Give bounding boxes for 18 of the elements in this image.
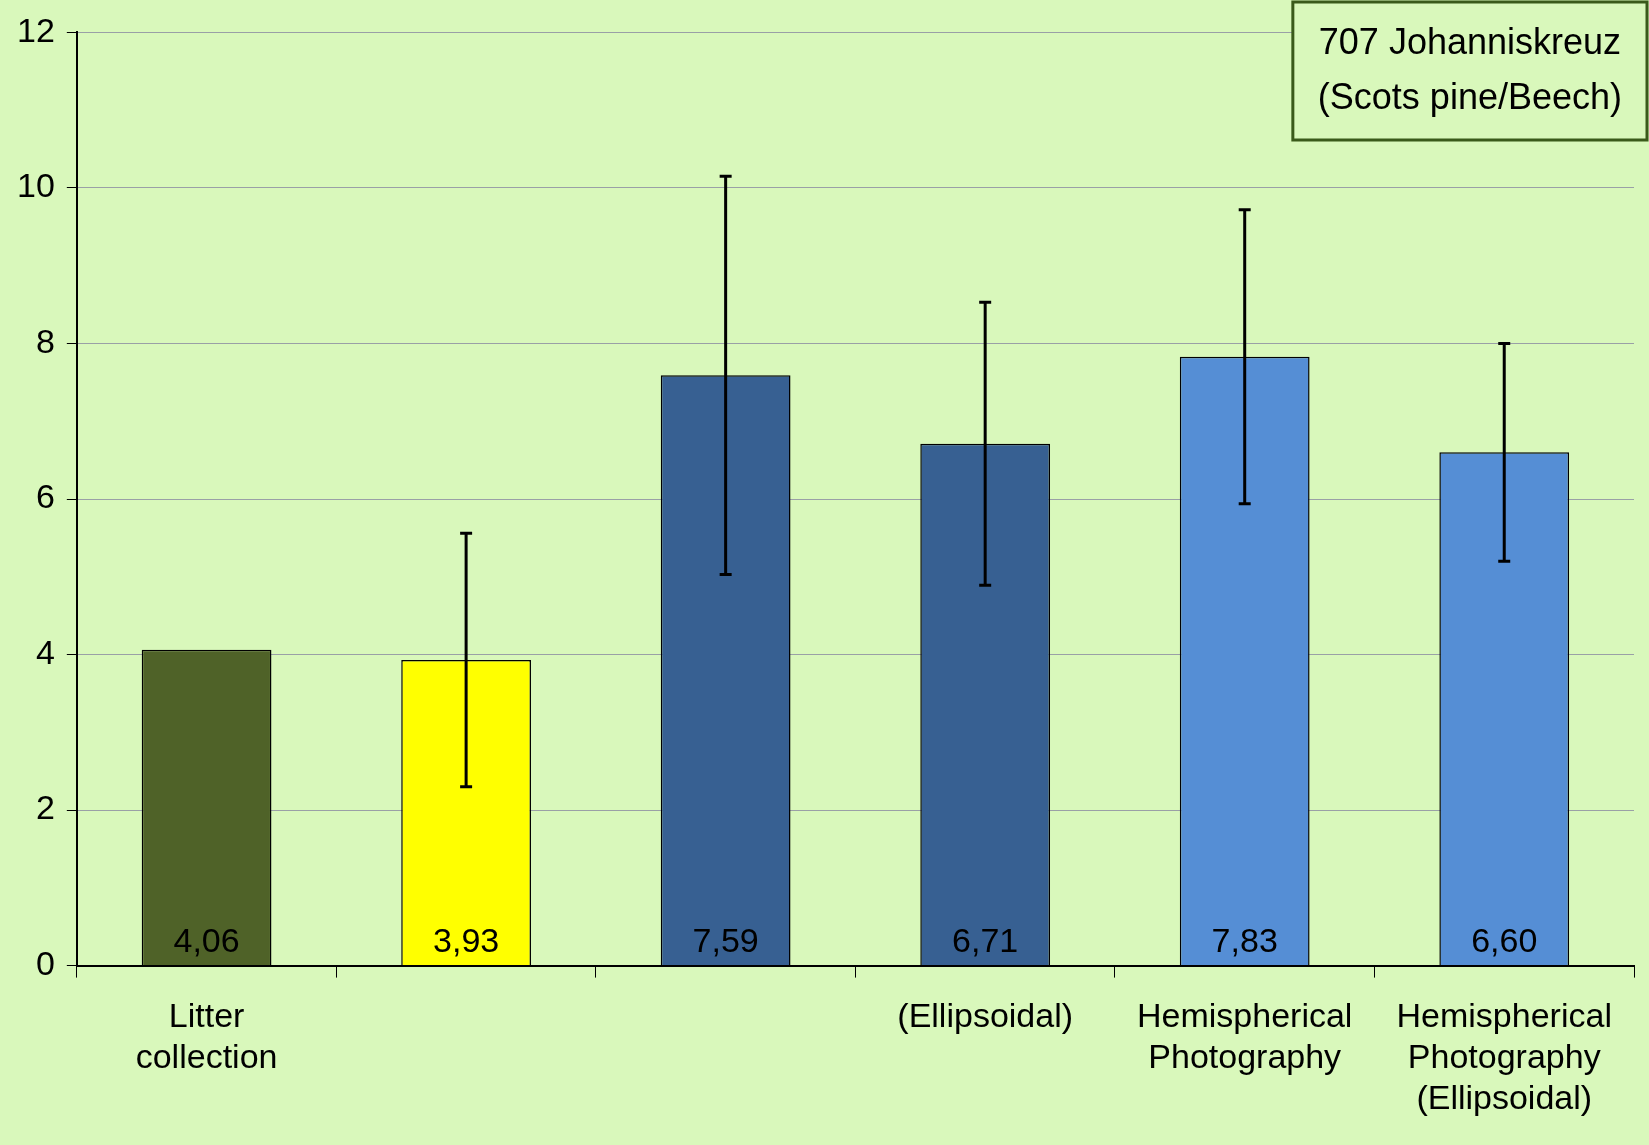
data-label: 6,71 — [952, 920, 1019, 959]
x-tick-label: Hemispherical Photography (Ellipsoidal) — [1396, 996, 1612, 1116]
data-label: 3,93 — [433, 920, 500, 959]
x-tick-label: (Ellipsoidal) — [897, 996, 1074, 1035]
y-tick-label: 0 — [35, 943, 55, 982]
y-tick-label: 12 — [16, 10, 55, 49]
data-label: 7,83 — [1211, 920, 1278, 959]
annotation: 707 Johanniskreuz (Scots pine/Beech) — [1317, 20, 1622, 117]
y-tick-label: 8 — [35, 321, 55, 360]
data-label: 6,60 — [1471, 920, 1538, 959]
data-label: 7,59 — [692, 920, 759, 959]
y-tick-label: 6 — [35, 477, 55, 516]
y-tick-label: 10 — [16, 166, 55, 205]
y-tick-label: 4 — [35, 632, 55, 671]
data-label: 4,06 — [173, 920, 240, 959]
x-tick-label: Litter collection — [135, 996, 278, 1076]
y-tick-label: 2 — [35, 788, 55, 827]
x-tick-label: Hemispherical Photography — [1137, 996, 1353, 1076]
